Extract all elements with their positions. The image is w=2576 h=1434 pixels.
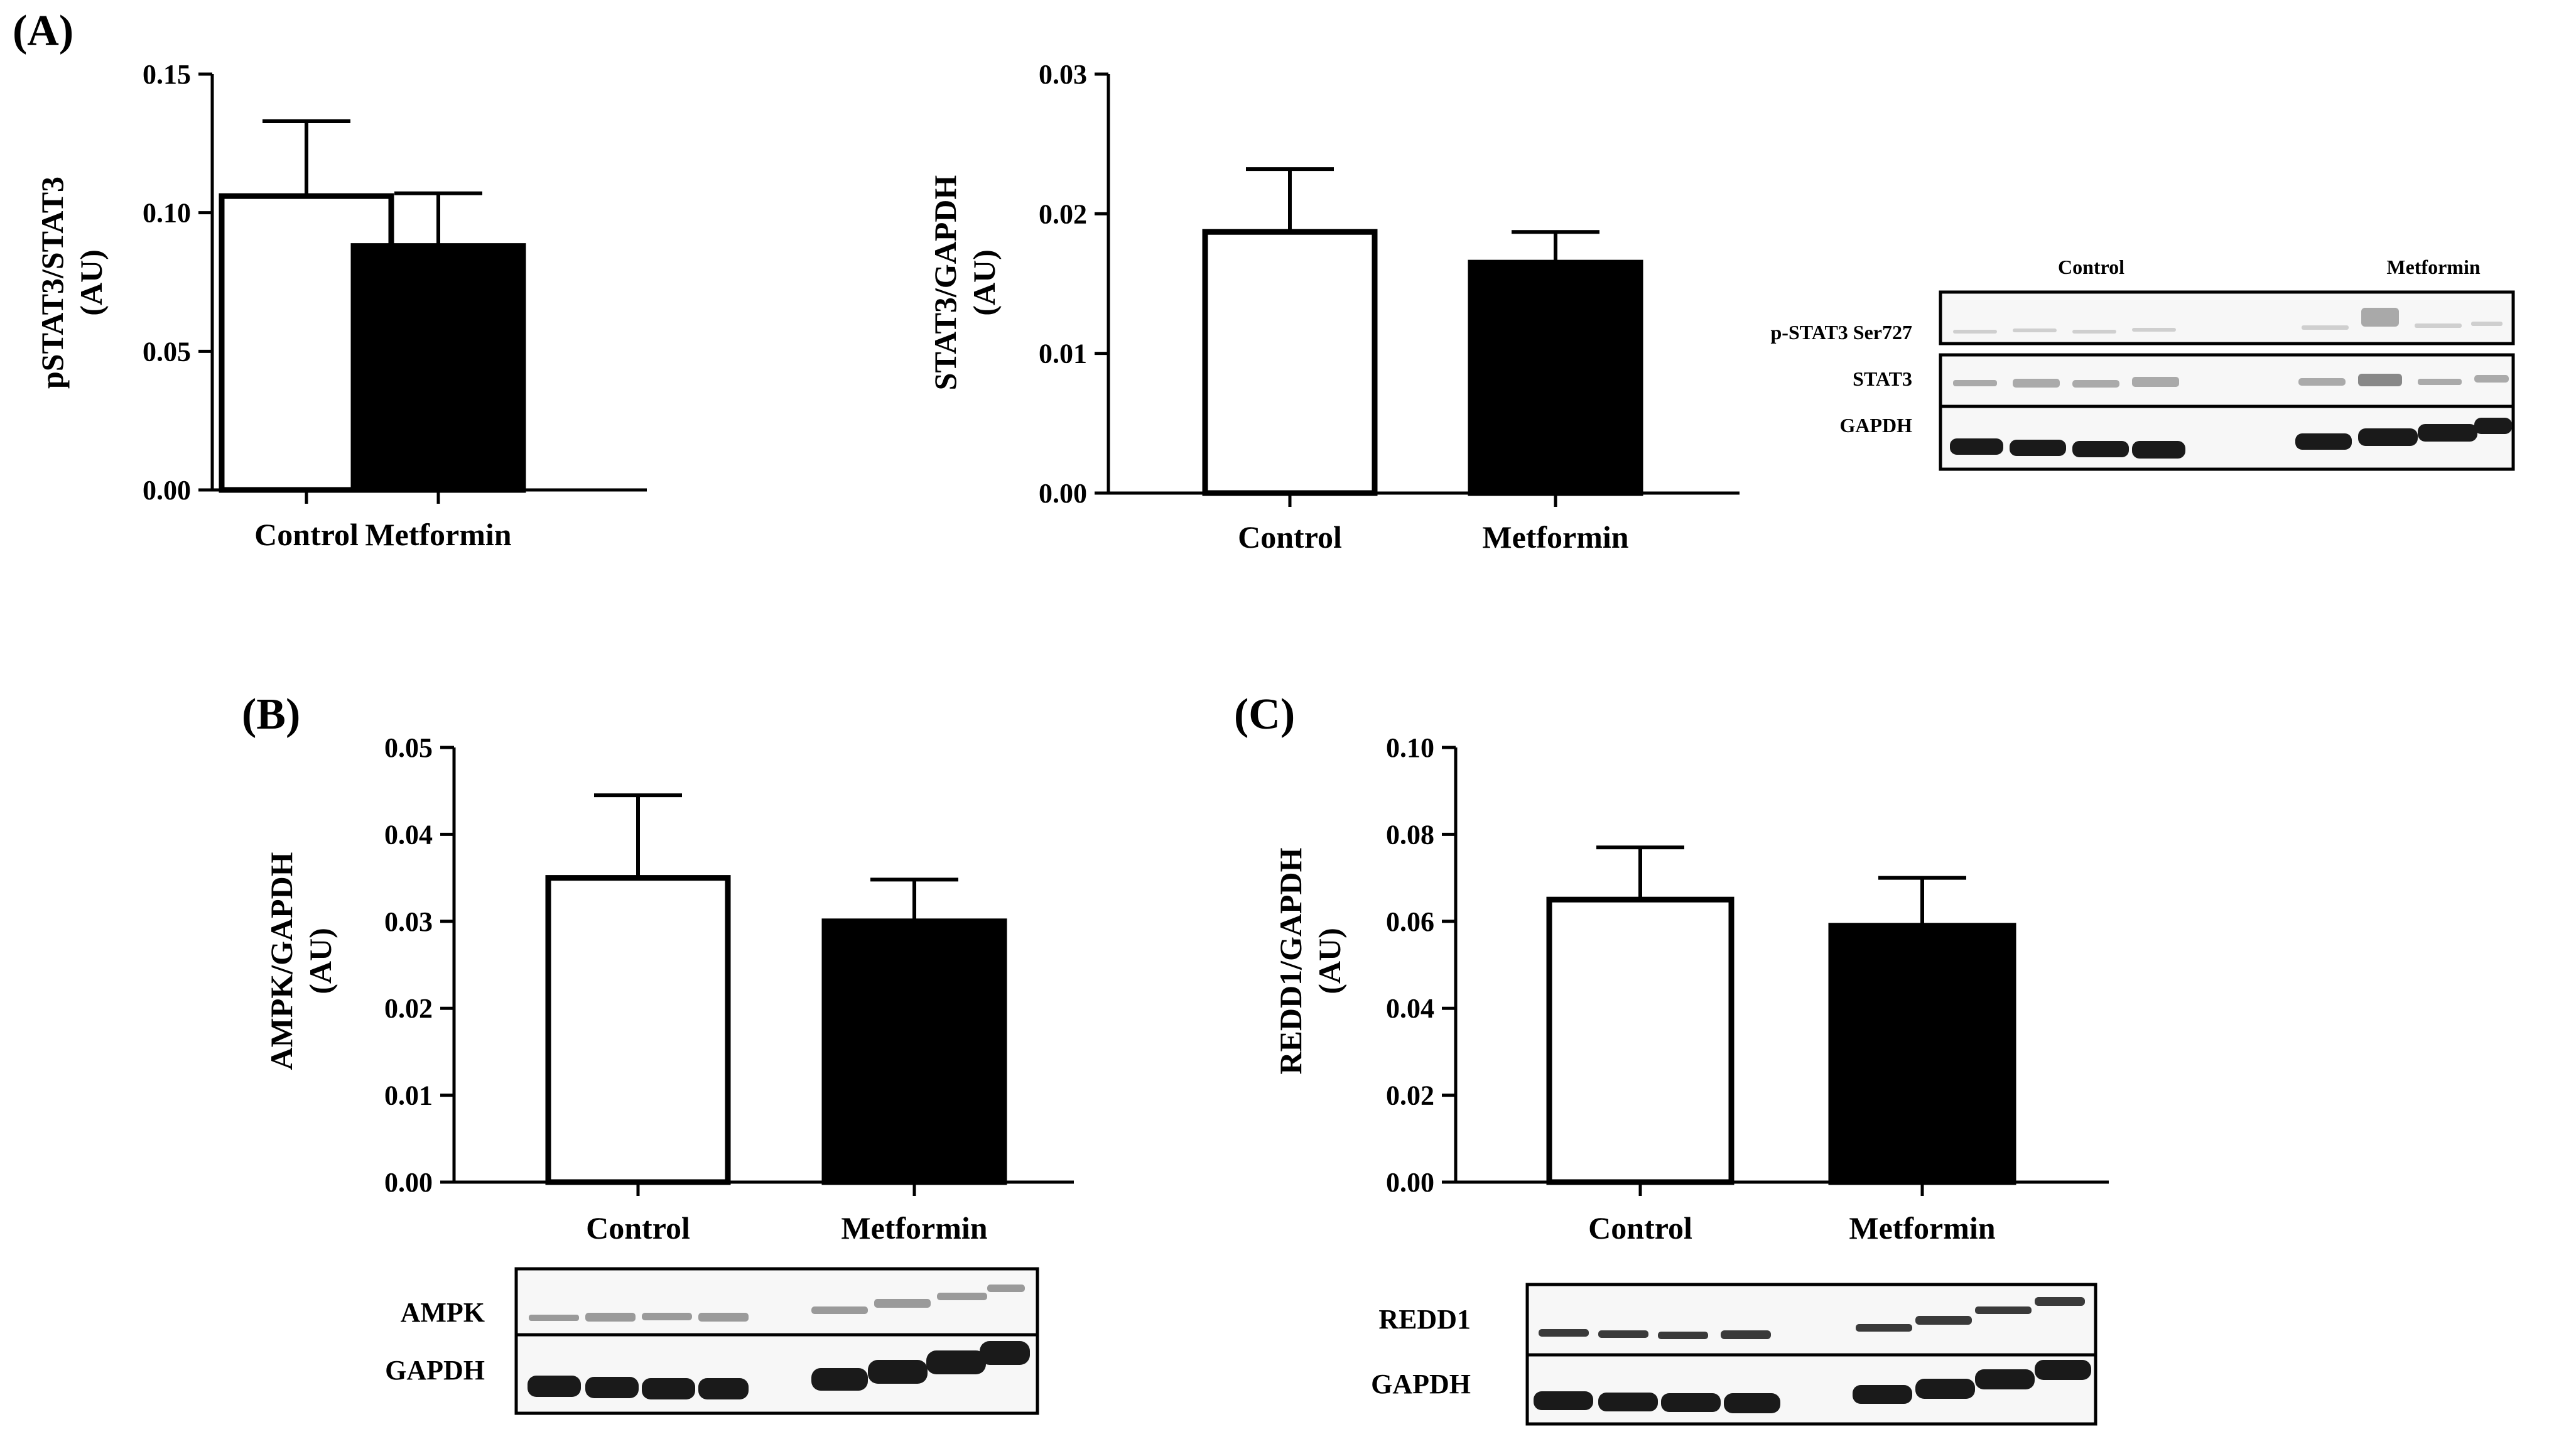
blot-a-row-pstat3 [1939,290,2515,345]
y-tick-label: 0.00 [384,1167,433,1198]
blot-c-row-redd1 [1525,1283,2097,1357]
y-tick-label: 0.10 [1386,732,1434,763]
chart-ampk-gapdh: 0.00 0.01 0.02 0.03 0.04 0.05 AMPK/GAPDH (AU) Co… [264,732,1074,1246]
blot-a-gapdh-bands [1950,418,2512,459]
x-tick-label-metformin: Metformin [1482,519,1628,555]
blot-b-gapdh-bands [528,1341,1030,1399]
blot-b-label-ampk: AMPK [401,1297,485,1328]
y-tick-label: 0.01 [384,1080,433,1111]
y-tick-label: 0.05 [384,732,433,763]
y-tick-label: 0.02 [384,993,433,1024]
western-blot-c: REDD1 GAPDH [1371,1283,2097,1426]
y-tick-label: 0.04 [1386,993,1434,1024]
blot-a-label-gapdh: GAPDH [1839,414,1912,437]
blot-b-row-ampk [514,1267,1039,1337]
y-tick-label: 0.04 [384,819,433,850]
bar-control [1202,229,1378,496]
x-tick-label-control: Control [1588,1210,1692,1246]
bar-control [545,875,731,1185]
y-axis-unit: (AU) [303,928,338,994]
y-tick-label: 0.01 [1039,339,1087,369]
chart-redd1-gapdh: 0.00 0.02 0.04 0.06 0.08 0.10 REDD1/GAPDH (AU) C… [1273,732,2109,1246]
x-tick-label-metformin: Metformin [841,1210,987,1246]
blot-a-label-pstat3: p-STAT3 Ser727 [1771,321,1913,344]
y-tick-label: 0.03 [384,906,433,937]
bar-metformin [350,243,526,493]
bar-metformin [1468,259,1643,496]
panel-label-c: (C) [1234,690,1295,739]
blot-a-header-metformin: Metformin [2386,256,2480,278]
y-axis-unit: (AU) [73,249,109,316]
panel-label-a: (A) [13,7,73,55]
chart-pstat3-stat3: 0.00 0.05 0.10 0.15 pSTAT3/STAT3 (AU) Control M… [35,59,647,552]
western-blot-a: Control Metformin p-STAT3 Ser727 STAT3 G… [1771,256,2515,471]
y-axis-label: pSTAT3/STAT3 [35,177,70,389]
blot-c-label-redd1: REDD1 [1378,1304,1471,1335]
y-tick-label: 0.05 [143,336,191,367]
y-axis-label: STAT3/GAPDH [928,175,963,391]
blot-a-header-control: Control [2058,256,2124,278]
y-tick-label: 0.00 [143,475,191,506]
blot-a-label-stat3: STAT3 [1853,367,1912,390]
x-tick-label-control: Control [586,1210,690,1246]
x-tick-label-control: Control [1238,519,1342,555]
blot-a-stat3-bands [1953,374,2509,388]
y-axis-label: AMPK/GAPDH [264,852,299,1070]
blot-c-label-gapdh: GAPDH [1371,1369,1471,1399]
chart-stat3-gapdh: 0.00 0.01 0.02 0.03 STAT3/GAPDH (AU) Control Me… [928,59,1740,555]
y-tick-label: 0.08 [1386,819,1434,850]
x-tick-label-metformin: Metformin [365,517,511,552]
y-tick-label: 0.02 [1386,1080,1434,1111]
y-tick-label: 0.06 [1386,906,1434,937]
panel-label-b: (B) [242,690,300,739]
blot-b-label-gapdh: GAPDH [385,1355,485,1386]
bar-metformin [821,918,1007,1185]
y-tick-label: 0.03 [1039,59,1087,90]
bar-metformin [1828,923,2016,1185]
y-axis-label: REDD1/GAPDH [1273,847,1308,1074]
western-blot-b: AMPK GAPDH [385,1267,1039,1415]
y-tick-label: 0.00 [1039,478,1087,509]
blot-a-pstat3-bands [1953,308,2503,334]
blot-c-gapdh-bands [1534,1360,2091,1413]
y-tick-label: 0.02 [1039,198,1087,229]
blot-b-ampk-bands [529,1285,1025,1322]
y-axis-unit: (AU) [1312,928,1347,994]
y-tick-label: 0.15 [143,59,191,90]
blot-c-redd1-bands [1539,1297,2085,1339]
x-tick-label-metformin: Metformin [1849,1210,1995,1246]
y-axis-unit: (AU) [966,249,1002,316]
y-tick-label: 0.10 [143,198,191,229]
bar-control [1546,896,1734,1185]
x-tick-label-control: Control [254,517,359,552]
y-tick-label: 0.00 [1386,1167,1434,1198]
